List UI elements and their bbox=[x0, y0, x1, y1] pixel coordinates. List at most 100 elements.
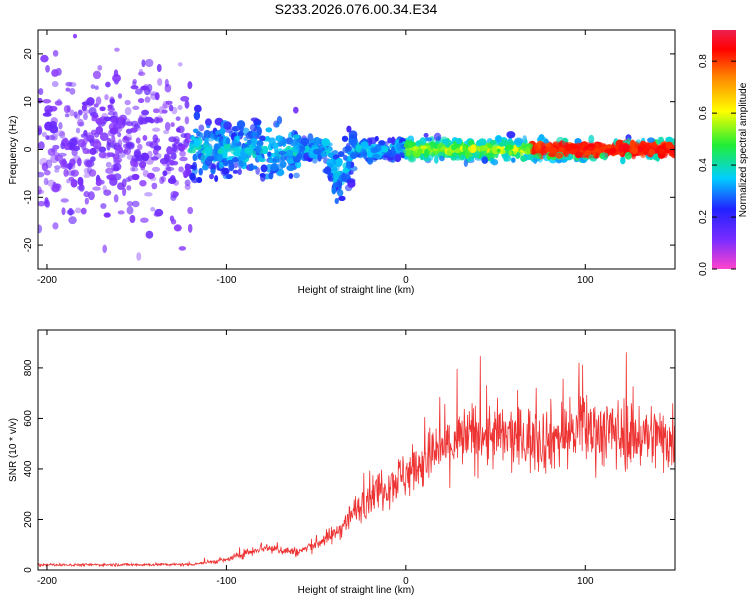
heatmap-cell bbox=[117, 93, 123, 99]
heatmap-cell bbox=[293, 106, 299, 114]
heatmap-cell bbox=[172, 191, 180, 197]
heatmap-cell bbox=[506, 131, 516, 139]
heatmap-cell bbox=[416, 148, 423, 155]
heatmap-cell bbox=[164, 121, 171, 131]
heatmap-cell bbox=[348, 136, 358, 146]
heatmap-cell bbox=[86, 134, 95, 142]
heatmap-cell bbox=[93, 103, 99, 108]
heatmap-cell bbox=[103, 212, 111, 218]
heatmap-cell bbox=[86, 149, 95, 154]
snr-x-label: Height of straight line (km) bbox=[298, 585, 415, 596]
heatmap-cell bbox=[200, 154, 207, 163]
heatmap-cell bbox=[151, 166, 161, 172]
heatmap-cell bbox=[125, 121, 133, 127]
heatmap-cell bbox=[278, 150, 287, 156]
heatmap-cell bbox=[97, 64, 103, 71]
heatmap-cell bbox=[64, 144, 71, 151]
heatmap-cell bbox=[231, 139, 238, 147]
heatmap-cell bbox=[187, 223, 193, 233]
heatmap-cell bbox=[259, 173, 266, 178]
heatmap-cell bbox=[131, 154, 139, 163]
heatmap-cell bbox=[250, 117, 259, 122]
heatmap-cell bbox=[184, 184, 191, 191]
heatmap-cell bbox=[104, 94, 109, 101]
heatmap-cell bbox=[52, 222, 59, 230]
heatmap-cell bbox=[59, 159, 68, 168]
heatmap-cell bbox=[83, 129, 88, 137]
heatmap-cell bbox=[125, 141, 135, 149]
heatmap-cell bbox=[256, 126, 262, 136]
spectrogram-marks bbox=[38, 33, 675, 261]
snr-frame bbox=[37, 329, 676, 571]
y-tick-label: 600 bbox=[23, 410, 34, 427]
heatmap-cell bbox=[112, 167, 120, 172]
heatmap-cell bbox=[130, 127, 138, 133]
heatmap-cell bbox=[38, 185, 42, 195]
colorbar-tick-label: 0.4 bbox=[698, 158, 709, 172]
heatmap-cell bbox=[41, 162, 49, 172]
heatmap-cell bbox=[359, 152, 367, 157]
heatmap-cell bbox=[520, 155, 527, 162]
heatmap-cell bbox=[168, 104, 174, 112]
heatmap-cell bbox=[90, 84, 96, 89]
heatmap-cell bbox=[225, 174, 233, 179]
heatmap-cell bbox=[137, 71, 146, 76]
heatmap-cell bbox=[125, 177, 131, 183]
heatmap-cell bbox=[126, 185, 132, 191]
heatmap-cell bbox=[293, 134, 300, 140]
heatmap-cell bbox=[73, 145, 81, 151]
heatmap-cell bbox=[460, 154, 465, 161]
heatmap-cell bbox=[95, 96, 102, 105]
heatmap-cell bbox=[533, 153, 542, 159]
heatmap-cell bbox=[130, 85, 139, 90]
x-tick-label: 0 bbox=[403, 275, 409, 286]
heatmap-cell bbox=[184, 116, 190, 125]
heatmap-cell bbox=[543, 138, 549, 144]
heatmap-cell bbox=[467, 145, 477, 154]
snr-marks bbox=[38, 352, 675, 568]
heatmap-cell bbox=[588, 154, 594, 160]
figure-title: S233.2026.076.00.34.E34 bbox=[275, 1, 438, 17]
heatmap-cell bbox=[163, 129, 170, 135]
heatmap-cell bbox=[131, 200, 140, 208]
heatmap-cell bbox=[565, 144, 572, 152]
heatmap-cell bbox=[191, 136, 196, 141]
heatmap-cell bbox=[588, 134, 595, 144]
heatmap-cell bbox=[164, 78, 169, 88]
heatmap-cell bbox=[65, 87, 71, 92]
heatmap-cell bbox=[111, 135, 116, 144]
heatmap-cell bbox=[73, 111, 78, 118]
heatmap-cell bbox=[277, 169, 285, 176]
heatmap-cell bbox=[169, 215, 175, 222]
heatmap-cell bbox=[630, 146, 639, 155]
heatmap-cell bbox=[423, 157, 431, 162]
heatmap-cell bbox=[50, 154, 59, 164]
heatmap-cell bbox=[415, 140, 421, 147]
heatmap-cell bbox=[95, 179, 102, 186]
heatmap-cell bbox=[61, 158, 67, 167]
heatmap-cell bbox=[122, 187, 127, 197]
x-tick-label: -200 bbox=[37, 275, 57, 286]
heatmap-cell bbox=[137, 143, 143, 151]
heatmap-cell bbox=[92, 186, 101, 191]
heatmap-cell bbox=[54, 154, 64, 162]
heatmap-cell bbox=[69, 109, 75, 117]
heatmap-cell bbox=[54, 154, 64, 162]
heatmap-cell bbox=[433, 132, 442, 142]
heatmap-cell bbox=[92, 70, 101, 80]
heatmap-cell bbox=[511, 157, 516, 163]
heatmap-cell bbox=[135, 155, 145, 162]
heatmap-cell bbox=[178, 246, 187, 251]
heatmap-cell bbox=[141, 59, 146, 68]
heatmap-cell bbox=[480, 150, 488, 155]
heatmap-cell bbox=[289, 139, 298, 147]
heatmap-cell bbox=[350, 152, 358, 160]
heatmap-cell bbox=[98, 146, 107, 153]
heatmap-cell bbox=[78, 121, 85, 127]
heatmap-cell bbox=[63, 137, 68, 144]
heatmap-cell bbox=[175, 116, 181, 121]
heatmap-cell bbox=[99, 132, 109, 142]
heatmap-cell bbox=[258, 157, 266, 163]
heatmap-cell bbox=[601, 151, 609, 160]
heatmap-cell bbox=[366, 156, 374, 165]
